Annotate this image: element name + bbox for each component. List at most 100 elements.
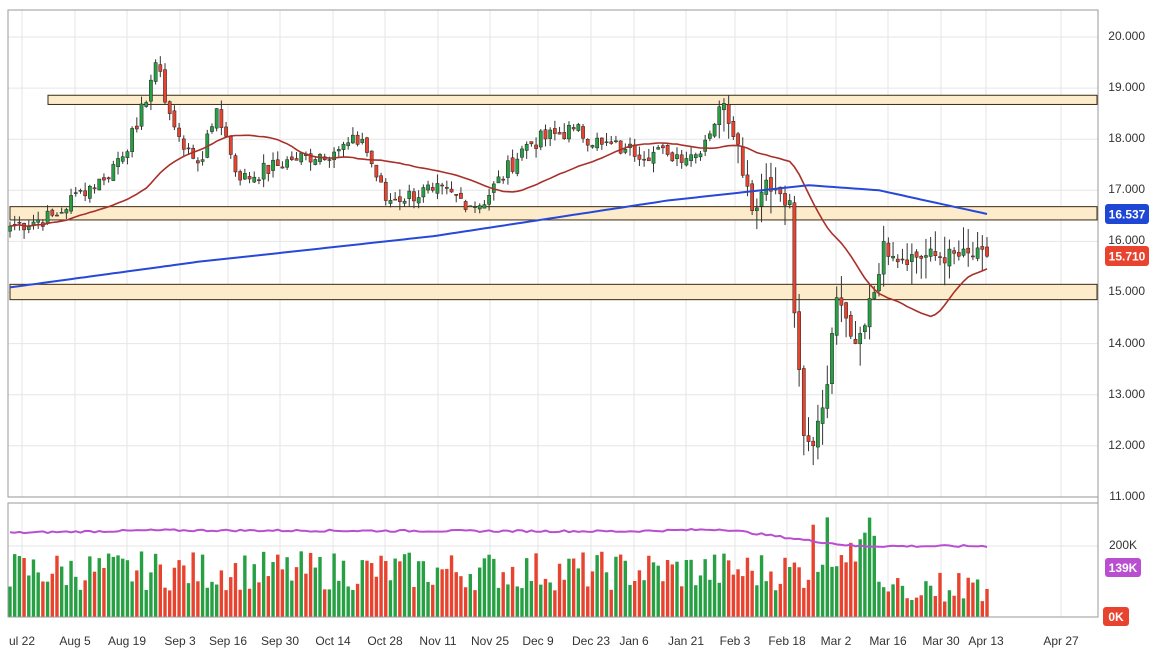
candle-down [233, 155, 238, 173]
volume-bar [276, 554, 280, 617]
candle-down [942, 257, 947, 264]
candle-up [69, 195, 73, 212]
volume-bar [524, 558, 529, 617]
candle-down [801, 368, 806, 436]
volume-bar [313, 567, 318, 617]
candle-up [426, 184, 430, 191]
candle-up [435, 183, 440, 194]
candle-up [520, 148, 524, 158]
candle-up [877, 274, 881, 292]
time-axis[interactable]: ul 22 Aug 5 Aug 19 Sep 3 Sep 16 Sep 30 O… [9, 634, 1079, 648]
volume-bar [360, 560, 364, 617]
volume-bar [238, 589, 242, 617]
volume-bar [50, 573, 54, 617]
candle-down [806, 435, 811, 442]
candle-down [186, 147, 191, 150]
candle-up [717, 106, 722, 125]
candle-up [604, 141, 609, 144]
time-tick-label: Sep 30 [261, 634, 299, 648]
candle-up [45, 210, 50, 224]
time-tick-label: Mar 2 [821, 634, 852, 648]
volume-bar [412, 586, 416, 617]
candle-up [961, 248, 966, 256]
time-tick-label: Sep 3 [164, 634, 196, 648]
candle-down [914, 251, 919, 258]
volume-bar [332, 553, 336, 617]
volume-bar [158, 564, 163, 617]
candle-up [468, 205, 473, 207]
volume-bar [778, 583, 783, 617]
volume-bar [684, 559, 689, 617]
candle-down [811, 440, 816, 447]
candle-up [867, 298, 872, 328]
candle-down [581, 126, 585, 139]
volume-bar [318, 556, 322, 617]
price-axis[interactable]: 20.000 19.000 18.000 17.000 16.000 15.00… [1108, 29, 1145, 503]
candle-down [952, 250, 956, 254]
candle-up [78, 190, 83, 192]
volume-bar [191, 552, 195, 617]
candle-down [585, 139, 590, 146]
candle-down [55, 214, 59, 217]
volume-bar [586, 586, 590, 617]
volume-bar [933, 596, 938, 617]
volume-bar [759, 555, 764, 617]
volume-bar [604, 572, 609, 617]
candle-down [769, 177, 773, 192]
support-resistance-zones [9, 94, 1098, 301]
time-tick-label: Aug 19 [108, 634, 146, 648]
last-price-badge: 15.710 [1105, 246, 1149, 266]
candle-up [482, 204, 487, 209]
candle-down [510, 157, 515, 172]
candle-down [102, 177, 106, 181]
volume-bar [102, 567, 106, 617]
candle-up [567, 125, 571, 140]
volume-bar [957, 573, 961, 617]
candle-down [369, 150, 374, 165]
candle-up [548, 129, 553, 139]
candle-down [430, 187, 435, 191]
volume-bar [205, 587, 209, 617]
candle-up [524, 144, 529, 151]
candle-up [210, 126, 214, 132]
candle-up [351, 134, 355, 144]
volume-bar [445, 568, 449, 617]
time-tick-label: Jan 6 [619, 634, 649, 648]
volume-bar [618, 554, 623, 617]
volume-bar [421, 561, 426, 617]
volume-bar [233, 563, 238, 617]
volume-bar [308, 552, 313, 617]
volume-bar [337, 580, 341, 617]
volume-bar [393, 558, 397, 617]
volume-bar [623, 560, 628, 617]
price-tick-label: 14.000 [1108, 336, 1145, 350]
candle-down [228, 136, 233, 155]
candle-down [454, 194, 459, 196]
volume-bar [712, 554, 717, 617]
volume-bar [515, 586, 519, 617]
time-tick-label: Dec 9 [522, 634, 554, 648]
candle-down [985, 246, 989, 257]
volume-bar [529, 580, 534, 617]
volume-bar [694, 585, 698, 617]
candle-up [341, 143, 346, 150]
volume-bar [642, 580, 646, 617]
time-tick-label: Jan 21 [668, 634, 704, 648]
candle-up [327, 159, 332, 161]
candle-up [271, 159, 275, 171]
candle-up [506, 160, 510, 178]
candle-down [848, 314, 853, 337]
candle-up [153, 62, 158, 82]
volume-bar [820, 564, 825, 617]
volume-bar [797, 567, 801, 617]
candle-down [167, 101, 172, 114]
volume-bar [459, 576, 463, 617]
volume-bar [36, 572, 40, 617]
candle-up [360, 138, 365, 143]
volume-bar [980, 601, 985, 617]
volume-bar [543, 578, 548, 617]
candle-up [487, 195, 491, 205]
volume-bar [947, 590, 952, 617]
volume-bar [243, 555, 247, 617]
volume-bar [355, 583, 360, 617]
